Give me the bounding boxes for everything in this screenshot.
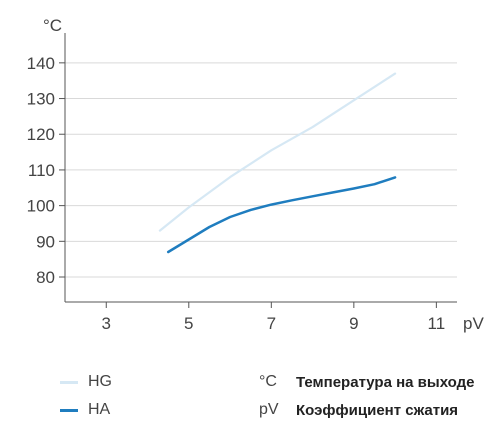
legend-item-ha: HA xyxy=(60,396,112,424)
x-tick-label-7: 7 xyxy=(267,314,276,333)
y-tick-label-100: 100 xyxy=(27,197,55,216)
note-pv-symbol: pV xyxy=(259,401,279,418)
y-tick-label-140: 140 xyxy=(27,54,55,73)
legend: HG HA xyxy=(60,368,112,424)
y-tick-label-110: 110 xyxy=(28,161,55,180)
unit-notes: °C Температура на выходе pV Коэффициент … xyxy=(259,368,475,424)
series-line-hg xyxy=(158,72,397,232)
note-temperature-symbol: °C xyxy=(259,373,277,390)
legend-swatch-hg xyxy=(60,380,78,384)
y-axis-unit: °C xyxy=(43,16,62,35)
series-line-ha xyxy=(166,176,397,254)
grid-lines xyxy=(65,62,457,278)
legend-swatch-ha xyxy=(60,408,78,412)
series-lines xyxy=(158,72,397,254)
y-tick-label-130: 130 xyxy=(27,90,55,109)
x-axis-unit: pV xyxy=(463,314,484,333)
tick-labels: 80 90 100 110 120 130 140 3 5 7 9 11 xyxy=(27,54,446,333)
legend-label-hg: HG xyxy=(88,373,112,390)
legend-label-ha: HA xyxy=(88,401,111,418)
note-temperature-text: Температура на выходе xyxy=(296,373,475,391)
note-pv: pV Коэффициент сжатия xyxy=(259,396,475,424)
x-tick-label-11: 11 xyxy=(428,314,446,333)
y-tick-label-80: 80 xyxy=(36,268,55,287)
note-pv-text: Коэффициент сжатия xyxy=(296,401,459,419)
x-tick-label-5: 5 xyxy=(184,314,193,333)
x-tick-label-3: 3 xyxy=(102,314,111,333)
note-temperature: °C Температура на выходе xyxy=(259,368,475,396)
x-tick-label-9: 9 xyxy=(349,314,358,333)
line-chart: 80 90 100 110 120 130 140 3 5 7 9 11 °C pV xyxy=(27,16,485,333)
axes xyxy=(59,33,457,308)
legend-item-hg: HG xyxy=(60,368,112,396)
y-tick-label-120: 120 xyxy=(27,125,55,144)
y-tick-label-90: 90 xyxy=(36,232,55,251)
